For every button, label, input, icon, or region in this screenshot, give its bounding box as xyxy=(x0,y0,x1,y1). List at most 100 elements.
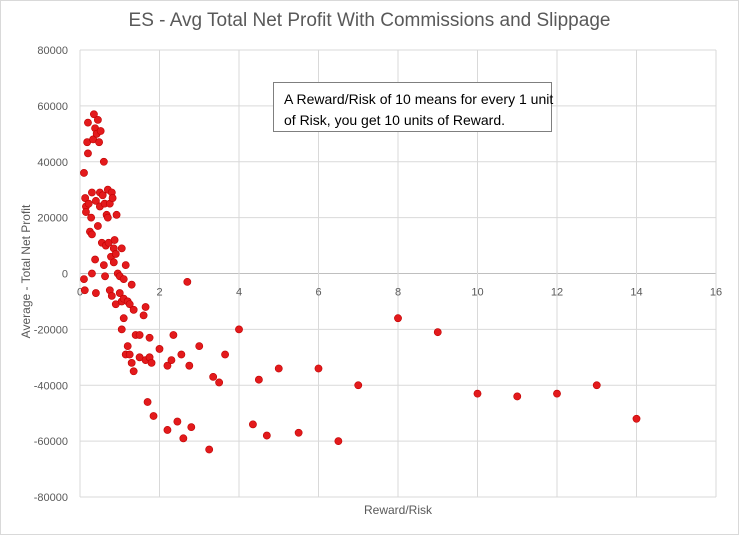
data-point xyxy=(90,110,98,119)
data-point xyxy=(205,445,214,454)
annotation-line-1: A Reward/Risk of 10 means for every 1 un… xyxy=(284,91,554,107)
data-point xyxy=(88,188,96,197)
data-point xyxy=(121,261,130,270)
data-point xyxy=(394,314,402,323)
y-tick-label: -60000 xyxy=(34,436,68,448)
y-tick-label: -40000 xyxy=(34,380,68,392)
data-point xyxy=(209,372,218,381)
annotation-line-2: of Risk, you get 10 units of Reward. xyxy=(284,112,505,128)
data-point xyxy=(145,333,154,342)
data-point xyxy=(632,414,641,423)
data-point xyxy=(99,157,108,166)
data-point xyxy=(513,392,522,401)
data-point xyxy=(93,115,102,124)
data-point xyxy=(183,277,192,286)
data-point xyxy=(129,367,138,376)
data-point xyxy=(84,199,93,208)
data-point xyxy=(99,261,108,270)
data-point xyxy=(127,280,136,289)
y-tick-label: -20000 xyxy=(34,324,68,336)
data-point xyxy=(84,149,92,158)
y-tick-label: 60000 xyxy=(37,101,68,113)
data-point xyxy=(129,305,138,314)
data-point xyxy=(98,191,107,200)
data-point xyxy=(221,350,229,359)
x-tick-label: 14 xyxy=(630,287,642,299)
data-point xyxy=(249,420,257,429)
data-point xyxy=(119,275,128,283)
data-point xyxy=(179,434,188,443)
data-point xyxy=(123,342,132,351)
data-point xyxy=(187,423,196,432)
data-point xyxy=(139,311,148,320)
data-point xyxy=(149,412,158,420)
x-tick-label: 12 xyxy=(551,287,563,299)
data-point xyxy=(125,350,134,359)
data-point xyxy=(147,358,156,367)
data-point xyxy=(334,437,343,446)
data-point xyxy=(274,364,283,373)
data-point xyxy=(91,255,100,264)
data-point xyxy=(109,258,118,267)
data-point xyxy=(163,426,172,434)
data-point xyxy=(110,236,119,244)
data-point xyxy=(553,389,561,398)
data-point xyxy=(235,325,243,334)
chart-title: ES - Avg Total Net Profit With Commissio… xyxy=(128,10,611,31)
data-point xyxy=(108,194,117,202)
data-point xyxy=(592,381,601,390)
data-point xyxy=(185,361,194,370)
data-point xyxy=(88,230,96,239)
x-axis-title: Reward/Risk xyxy=(364,503,433,517)
data-point xyxy=(173,417,182,426)
data-point xyxy=(294,428,303,437)
data-point xyxy=(125,300,134,309)
data-point xyxy=(433,328,442,337)
data-point xyxy=(135,331,144,339)
data-point xyxy=(88,269,96,278)
x-tick-label: 2 xyxy=(156,287,162,299)
data-point xyxy=(81,194,90,202)
data-point xyxy=(93,222,102,230)
data-point xyxy=(473,389,482,398)
data-point xyxy=(101,272,109,281)
data-point xyxy=(127,358,136,367)
annotation-box: A Reward/Risk of 10 means for every 1 un… xyxy=(273,82,554,132)
y-tick-label: 0 xyxy=(62,269,68,281)
data-point xyxy=(254,375,263,384)
data-point xyxy=(262,431,271,440)
data-point xyxy=(215,378,224,387)
data-point xyxy=(354,381,363,390)
data-point xyxy=(143,398,152,406)
data-point xyxy=(119,314,128,323)
data-point xyxy=(141,303,150,311)
data-point xyxy=(115,289,124,297)
data-point xyxy=(80,169,88,177)
data-point xyxy=(117,244,126,253)
y-tick-label: -80000 xyxy=(34,492,68,504)
data-point xyxy=(92,196,100,205)
data-point xyxy=(111,250,120,258)
data-point xyxy=(80,286,89,295)
data-point xyxy=(167,356,176,365)
data-point xyxy=(82,208,90,216)
data-point xyxy=(95,138,103,147)
data-point xyxy=(107,291,116,300)
x-tick-label: 8 xyxy=(395,287,401,299)
data-point xyxy=(103,213,112,222)
data-point xyxy=(169,331,178,339)
data-point xyxy=(92,289,100,297)
data-point xyxy=(112,210,121,219)
data-point xyxy=(87,213,96,222)
data-point xyxy=(155,345,164,353)
x-tick-label: 0 xyxy=(77,287,83,299)
data-point xyxy=(96,127,105,135)
x-tick-label: 4 xyxy=(236,287,242,299)
x-tick-label: 16 xyxy=(710,287,722,299)
data-point xyxy=(195,342,204,351)
y-tick-label: 40000 xyxy=(37,157,68,169)
data-point xyxy=(84,118,92,127)
x-tick-label: 6 xyxy=(315,287,321,299)
data-point xyxy=(177,350,186,359)
